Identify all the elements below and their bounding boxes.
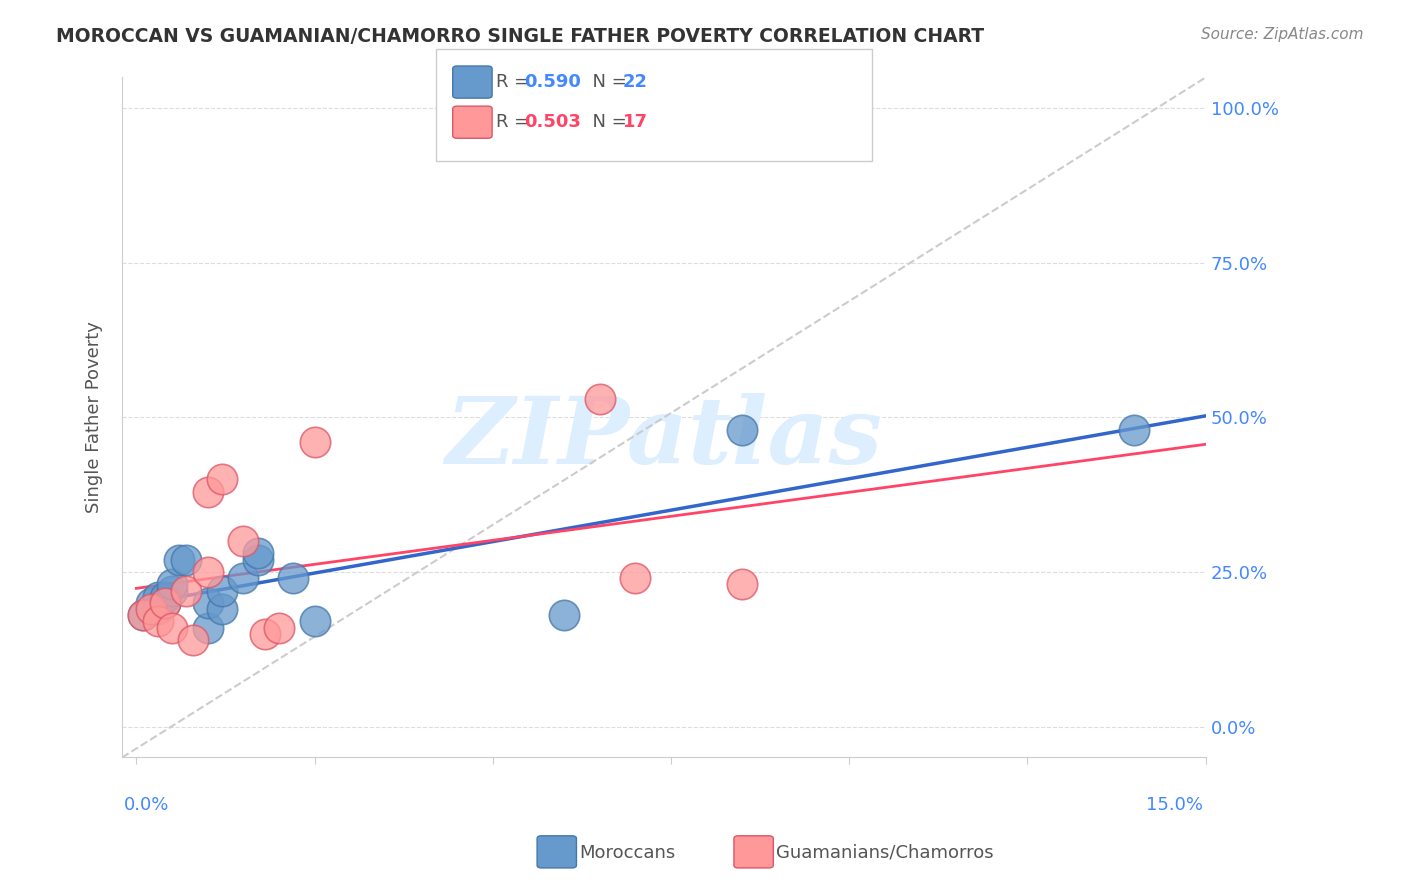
Y-axis label: Single Father Poverty: Single Father Poverty <box>86 321 103 514</box>
Point <box>174 583 197 598</box>
Point <box>267 621 290 635</box>
Point <box>731 423 754 437</box>
Point <box>146 602 169 616</box>
Point <box>731 577 754 591</box>
Point <box>211 472 233 486</box>
Text: 17: 17 <box>623 113 648 131</box>
Text: Guamanians/Chamorros: Guamanians/Chamorros <box>776 844 994 862</box>
Text: 15.0%: 15.0% <box>1146 796 1204 814</box>
Point <box>183 633 205 648</box>
Text: R =: R = <box>496 113 536 131</box>
Text: MOROCCAN VS GUAMANIAN/CHAMORRO SINGLE FATHER POVERTY CORRELATION CHART: MOROCCAN VS GUAMANIAN/CHAMORRO SINGLE FA… <box>56 27 984 45</box>
Text: 0.590: 0.590 <box>524 73 581 91</box>
Point <box>132 608 155 623</box>
Text: ZIPatlas: ZIPatlas <box>446 392 883 483</box>
Point <box>197 621 219 635</box>
Point <box>160 577 183 591</box>
Text: 22: 22 <box>623 73 648 91</box>
Point <box>146 615 169 629</box>
Point <box>197 484 219 499</box>
Point <box>139 596 162 610</box>
Text: Source: ZipAtlas.com: Source: ZipAtlas.com <box>1201 27 1364 42</box>
Point <box>153 596 176 610</box>
Point <box>167 552 190 566</box>
Point <box>624 571 647 585</box>
Point <box>160 583 183 598</box>
Point <box>153 590 176 604</box>
Point <box>553 608 575 623</box>
Point <box>139 602 162 616</box>
Text: 0.0%: 0.0% <box>124 796 170 814</box>
Text: N =: N = <box>581 113 633 131</box>
Text: Moroccans: Moroccans <box>579 844 675 862</box>
Point <box>232 571 254 585</box>
Text: N =: N = <box>581 73 633 91</box>
Point <box>132 608 155 623</box>
Point <box>197 596 219 610</box>
Point <box>211 583 233 598</box>
Point <box>281 571 304 585</box>
Point <box>197 565 219 579</box>
Point <box>246 552 269 566</box>
Point <box>146 590 169 604</box>
Point <box>304 615 326 629</box>
Point <box>211 602 233 616</box>
Point <box>153 596 176 610</box>
Point <box>246 546 269 560</box>
Point <box>304 435 326 450</box>
Point <box>174 552 197 566</box>
Text: R =: R = <box>496 73 536 91</box>
Point <box>253 627 276 641</box>
Text: 0.503: 0.503 <box>524 113 581 131</box>
Point <box>1123 423 1146 437</box>
Point <box>232 534 254 549</box>
Point <box>160 621 183 635</box>
Point <box>589 392 612 406</box>
